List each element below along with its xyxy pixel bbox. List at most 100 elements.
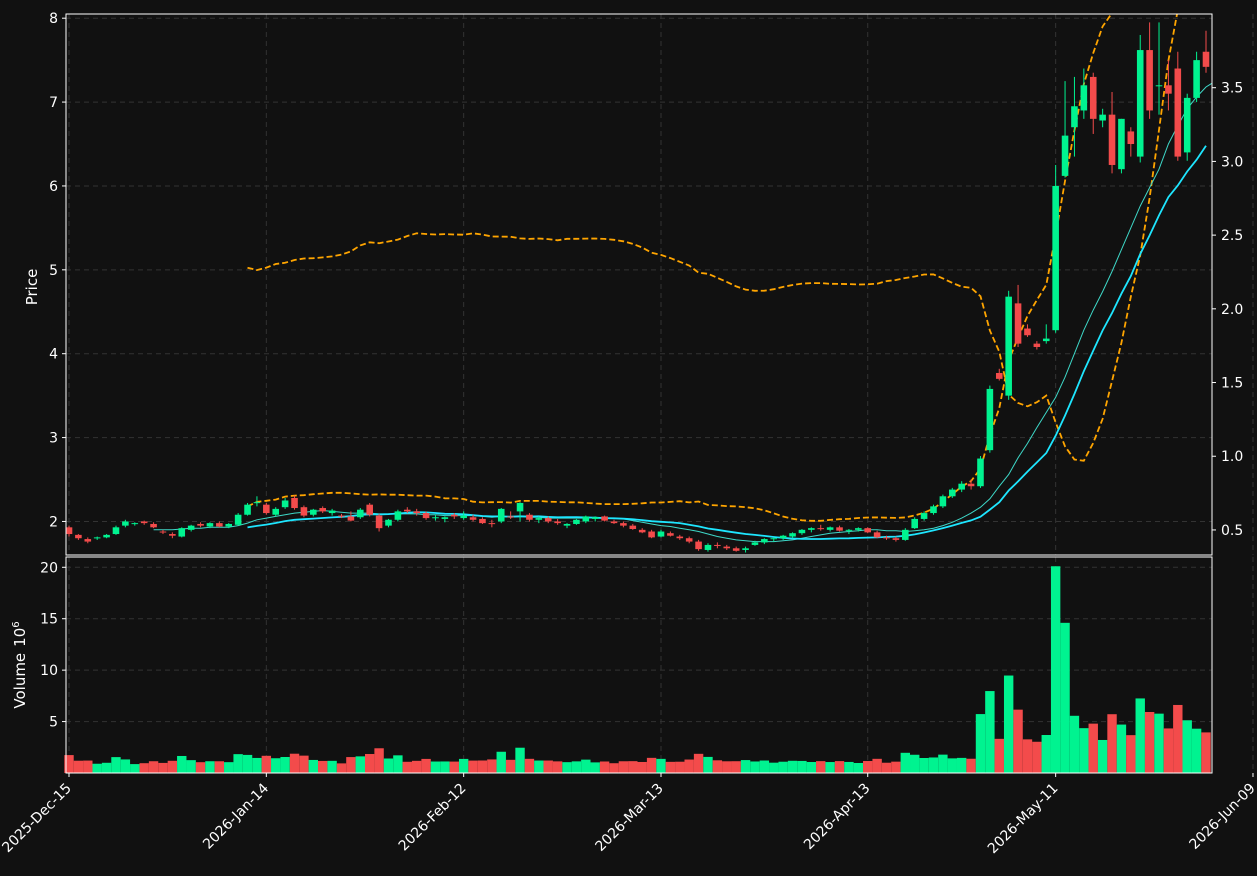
secondary-tick-label: 2.0	[1221, 302, 1243, 318]
candle-body	[920, 513, 928, 519]
volume-bar	[1154, 713, 1164, 773]
volume-bar	[825, 762, 835, 773]
candle-body	[855, 528, 862, 530]
candle-body	[122, 521, 129, 526]
candle-body	[150, 523, 157, 528]
volume-bar	[1060, 622, 1070, 773]
volume-bar	[900, 752, 911, 773]
volume-bar	[853, 762, 864, 773]
volume-bar	[703, 756, 713, 773]
candle-body	[902, 529, 909, 540]
volume-bar	[289, 753, 300, 773]
volume-bar	[797, 760, 807, 773]
candle-body	[573, 519, 580, 524]
candle-body	[911, 518, 918, 529]
volume-bar	[205, 761, 215, 773]
volume-bar	[111, 757, 121, 773]
volume-bar	[449, 761, 459, 773]
candle-body	[751, 542, 759, 545]
lower-band-line	[247, 14, 1178, 462]
volume-bar	[1050, 566, 1061, 773]
candle-body	[469, 517, 477, 520]
candle-body	[770, 538, 778, 540]
candle-body	[1127, 131, 1135, 145]
volume-bar	[975, 714, 986, 773]
candle-body	[84, 539, 92, 542]
candle-body	[949, 489, 956, 497]
volume-bar	[355, 756, 365, 773]
volume-bar	[224, 762, 234, 773]
candle-body	[620, 523, 627, 526]
volume-bar	[609, 763, 619, 773]
price-axis-label: Price	[23, 269, 41, 306]
candle-body	[845, 529, 853, 531]
volume-bar	[1097, 739, 1108, 773]
volume-bar	[1107, 714, 1117, 773]
volume-bar	[581, 759, 591, 773]
volume-bar	[787, 760, 798, 773]
candle-body	[836, 527, 843, 531]
candle-body	[516, 502, 524, 512]
volume-bar	[271, 758, 281, 773]
candle-body	[629, 525, 637, 529]
volume-bar	[1022, 739, 1033, 773]
volume-bar	[440, 761, 450, 773]
volume-bar	[252, 757, 262, 773]
volume-bar	[1069, 715, 1080, 773]
candle-body	[873, 532, 881, 538]
candle-body	[789, 533, 796, 537]
secondary-tick-label: 3.0	[1221, 154, 1243, 170]
candle-body	[75, 534, 82, 539]
candle-body	[159, 531, 167, 533]
candle-body	[131, 523, 139, 525]
volume-bar	[468, 760, 478, 773]
candle-body	[657, 531, 665, 537]
volume-bar	[1191, 728, 1202, 773]
candle-body	[272, 508, 280, 515]
candle-body	[253, 502, 261, 504]
volume-bar	[872, 758, 882, 773]
candle-body	[779, 535, 787, 539]
volume-bar	[1163, 728, 1174, 773]
volume-tick-label: 10	[40, 663, 58, 679]
volume-bar	[966, 758, 976, 773]
secondary-tick-label: 3.5	[1221, 81, 1243, 97]
candle-body	[817, 528, 825, 530]
volume-panel: 5 10 15 20	[40, 556, 1254, 774]
candle-body	[1099, 114, 1106, 121]
volume-exponent-base: 10	[11, 628, 29, 647]
volume-label-text: Volume	[11, 653, 29, 709]
price-panel-frame	[65, 13, 1213, 556]
candle-body	[394, 511, 402, 520]
volume-tick-label: 15	[40, 612, 58, 628]
price-tick-label: 5	[49, 263, 58, 279]
volume-bar	[374, 748, 384, 773]
candle-body	[366, 504, 373, 515]
candle-body	[967, 483, 975, 487]
candle-body	[704, 544, 712, 550]
price-tick-label: 7	[49, 95, 58, 111]
candle-body	[1183, 97, 1191, 153]
candle-body	[112, 527, 120, 535]
volume-bar	[214, 761, 225, 773]
candle-body	[1165, 85, 1172, 94]
volume-bar	[1088, 723, 1098, 773]
volume-bar	[411, 760, 422, 773]
candle-body	[826, 527, 834, 530]
volume-bar	[1144, 712, 1155, 773]
candle-body	[798, 529, 806, 534]
volume-bar	[1173, 704, 1183, 773]
volume-bar	[759, 760, 770, 773]
volume-bar	[393, 755, 403, 773]
volume-bar	[956, 757, 967, 773]
volume-bar	[1041, 734, 1051, 773]
volume-bar	[139, 763, 149, 773]
candle-body	[479, 518, 486, 524]
candle-body	[432, 517, 439, 519]
candle-body	[187, 525, 195, 530]
volume-bar	[750, 761, 760, 773]
volume-bar	[994, 738, 1004, 773]
candle-body	[216, 523, 223, 527]
volume-bar	[1032, 741, 1042, 773]
volume-bar	[562, 762, 572, 773]
